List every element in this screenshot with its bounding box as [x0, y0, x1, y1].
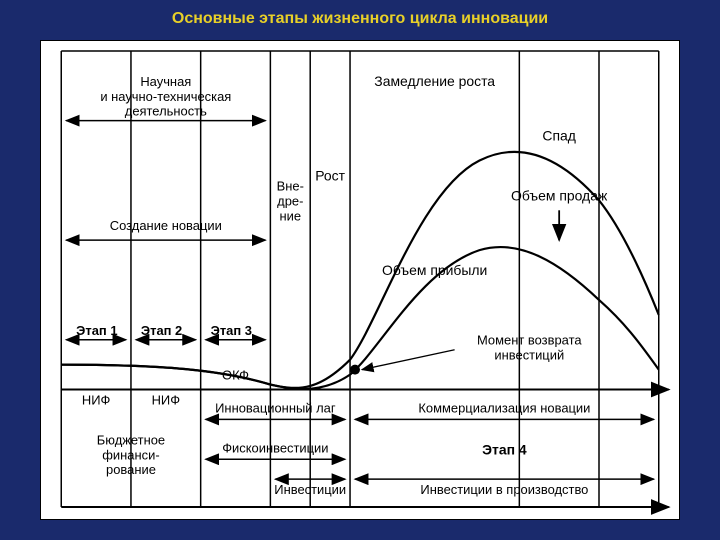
diagram-label: НИФ [82, 392, 111, 407]
slide: Основные этапы жизненного цикла инноваци… [0, 0, 720, 540]
investment-return-point [350, 365, 360, 375]
slide-title: Основные этапы жизненного цикла инноваци… [0, 10, 720, 28]
span-label: Фискоинвестиции [222, 440, 328, 455]
diagram-label: финанси- [102, 447, 159, 462]
diagram-label: Рост [315, 167, 345, 183]
span-label: Инновационный лаг [215, 400, 336, 415]
span-label: Научная [140, 74, 191, 89]
diagram-label: Этап 4 [482, 441, 527, 457]
diagram-svg: Этап 1 Этап 2 Этап 3 Научнаяи научно-технич… [41, 41, 679, 519]
diagram-label: Вне- [277, 178, 304, 193]
profit-curve [61, 247, 659, 389]
span-label: Инвестиции [274, 482, 346, 497]
diagram-label: рование [106, 462, 156, 477]
span-label: Инвестиции в производство [420, 482, 588, 497]
diagram-label: ние [280, 208, 302, 223]
diagram: Этап 1 Этап 2 Этап 3 Научнаяи научно-технич… [40, 40, 680, 520]
diagram-label: Бюджетное [97, 432, 165, 447]
diagram-label: инвестиций [494, 348, 564, 363]
diagram-label: НИФ [152, 392, 181, 407]
span-label: деятельность [125, 104, 207, 119]
span-label: и научно-техническая [100, 89, 231, 104]
span-label: Коммерциализация новации [418, 400, 590, 415]
stage-label: Этап 3 [211, 323, 252, 338]
stage-label: Этап 1 [76, 323, 117, 338]
diagram-label: Момент возврата [477, 333, 582, 348]
diagram-label: дре- [277, 193, 303, 208]
diagram-label: Спад [542, 128, 576, 144]
pointer-arrow [362, 350, 455, 370]
span-label: Создание новации [110, 218, 222, 233]
diagram-label: Замедление роста [374, 73, 495, 89]
stage-label: Этап 2 [141, 323, 182, 338]
